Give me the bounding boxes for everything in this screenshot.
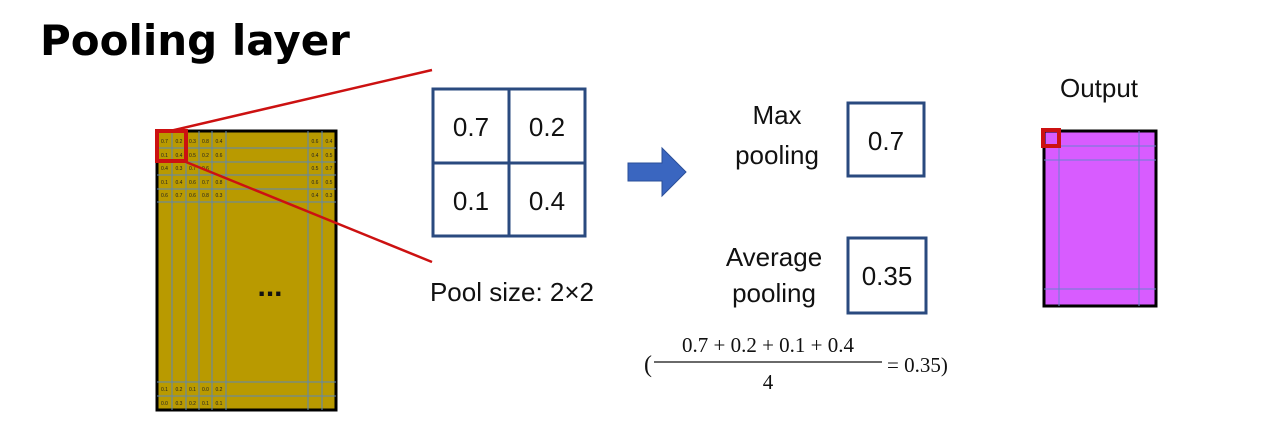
input-cell-value: 0.3: [216, 193, 223, 199]
input-cell-value: 0.1: [161, 387, 168, 393]
input-cell-value: 0.7: [161, 139, 168, 145]
avg-pooling-box: [846, 236, 928, 315]
input-cell-value: 0.1: [216, 401, 223, 407]
page-title: Pooling layer: [40, 16, 350, 65]
input-cell-value: 0.3: [189, 139, 196, 145]
input-cell-value: 0.0: [202, 387, 209, 393]
input-ellipsis: ...: [257, 270, 282, 303]
max-pooling-box: [846, 101, 926, 178]
input-cell-value: 0.2: [176, 139, 183, 145]
input-cell-value: 0.1: [202, 401, 209, 407]
max-pooling-label-2: pooling: [735, 140, 819, 170]
input-cell-value: 0.4: [176, 153, 183, 159]
input-cell-value: 0.4: [312, 193, 319, 199]
input-cell-value: 0.6: [216, 153, 223, 159]
input-cell-value: 0.2: [216, 387, 223, 393]
input-cell-value: 0.2: [202, 153, 209, 159]
zoom-line-top: [169, 68, 433, 133]
avg-pooling-value: 0.35: [862, 261, 913, 291]
formula-result: = 0.35): [887, 353, 948, 377]
pool-cell-4: 0.4: [529, 186, 565, 216]
input-cell-value: 0.3: [176, 166, 183, 172]
input-cell-value: 0.6: [312, 139, 319, 145]
avg-formula: ( 0.7 + 0.2 + 0.1 + 0.4 4 = 0.35): [644, 333, 948, 394]
pool-size-label: Pool size: 2×2: [430, 277, 594, 307]
input-feature-map: 0.7 0.2 0.3 0.8 0.4 0.6 0.4 0.1 0.4 0.5 0.2 0.6 0.4 0…: [155, 129, 338, 412]
input-cell-value: 0.4: [161, 166, 168, 172]
input-cell-value: 0.7: [202, 180, 209, 186]
input-cell-value: 0.2: [176, 387, 183, 393]
input-cell-value: 0.7: [326, 166, 333, 172]
input-cell-value: 0.8: [202, 193, 209, 199]
input-cell-value: 0.5: [312, 166, 319, 172]
input-cell-value: 0.4: [176, 180, 183, 186]
zoom-line-bottom: [185, 160, 433, 264]
input-cell-value: 0.5: [189, 153, 196, 159]
input-cell-value: 0.5: [326, 153, 333, 159]
input-cell-value: 0.4: [312, 153, 319, 159]
input-cell-value: 0.2: [189, 401, 196, 407]
pool-cell-3: 0.1: [453, 186, 489, 216]
input-cell-value: 0.3: [176, 401, 183, 407]
output-label: Output: [1060, 73, 1139, 103]
input-cell-value: 0.7: [176, 193, 183, 199]
input-cell-value: 0.1: [189, 387, 196, 393]
output-feature-map: [1041, 128, 1158, 308]
output-pool-highlight: [1041, 128, 1061, 148]
max-pooling-value: 0.7: [868, 126, 904, 156]
avg-pooling-label-2: pooling: [732, 278, 816, 308]
input-cell-value: 0.6: [312, 180, 319, 186]
input-cell-value: 0.8: [216, 180, 223, 186]
input-cell-value: 0.1: [161, 153, 168, 159]
pool-cell-2: 0.2: [529, 112, 565, 142]
input-cell-value: 0.3: [326, 193, 333, 199]
max-pooling-label-1: Max: [752, 100, 801, 130]
input-cell-value: 0.1: [161, 180, 168, 186]
formula-numerator: 0.7 + 0.2 + 0.1 + 0.4: [682, 333, 855, 357]
formula-denominator: 4: [763, 370, 774, 394]
input-cell-value: 0.8: [202, 139, 209, 145]
formula-open-paren: (: [644, 352, 652, 378]
right-arrow-icon: [627, 146, 687, 198]
input-cell-value: 0.7: [189, 166, 196, 172]
input-pool-highlight: [155, 129, 188, 163]
pool-cell-1: 0.7: [453, 112, 489, 142]
input-cell-value: 0.4: [326, 139, 333, 145]
input-cell-value: 0.6: [189, 180, 196, 186]
input-matrix: [155, 129, 338, 412]
pool-window: 0.7 0.2 0.1 0.4: [431, 87, 587, 238]
avg-pooling-label-1: Average: [726, 242, 822, 272]
input-cell-value: 0.6: [189, 193, 196, 199]
input-cell-value: 0.4: [216, 139, 223, 145]
input-cell-value: 0.5: [326, 180, 333, 186]
input-cell-value: 0.6: [161, 193, 168, 199]
input-cell-value: 0.0: [161, 401, 168, 407]
